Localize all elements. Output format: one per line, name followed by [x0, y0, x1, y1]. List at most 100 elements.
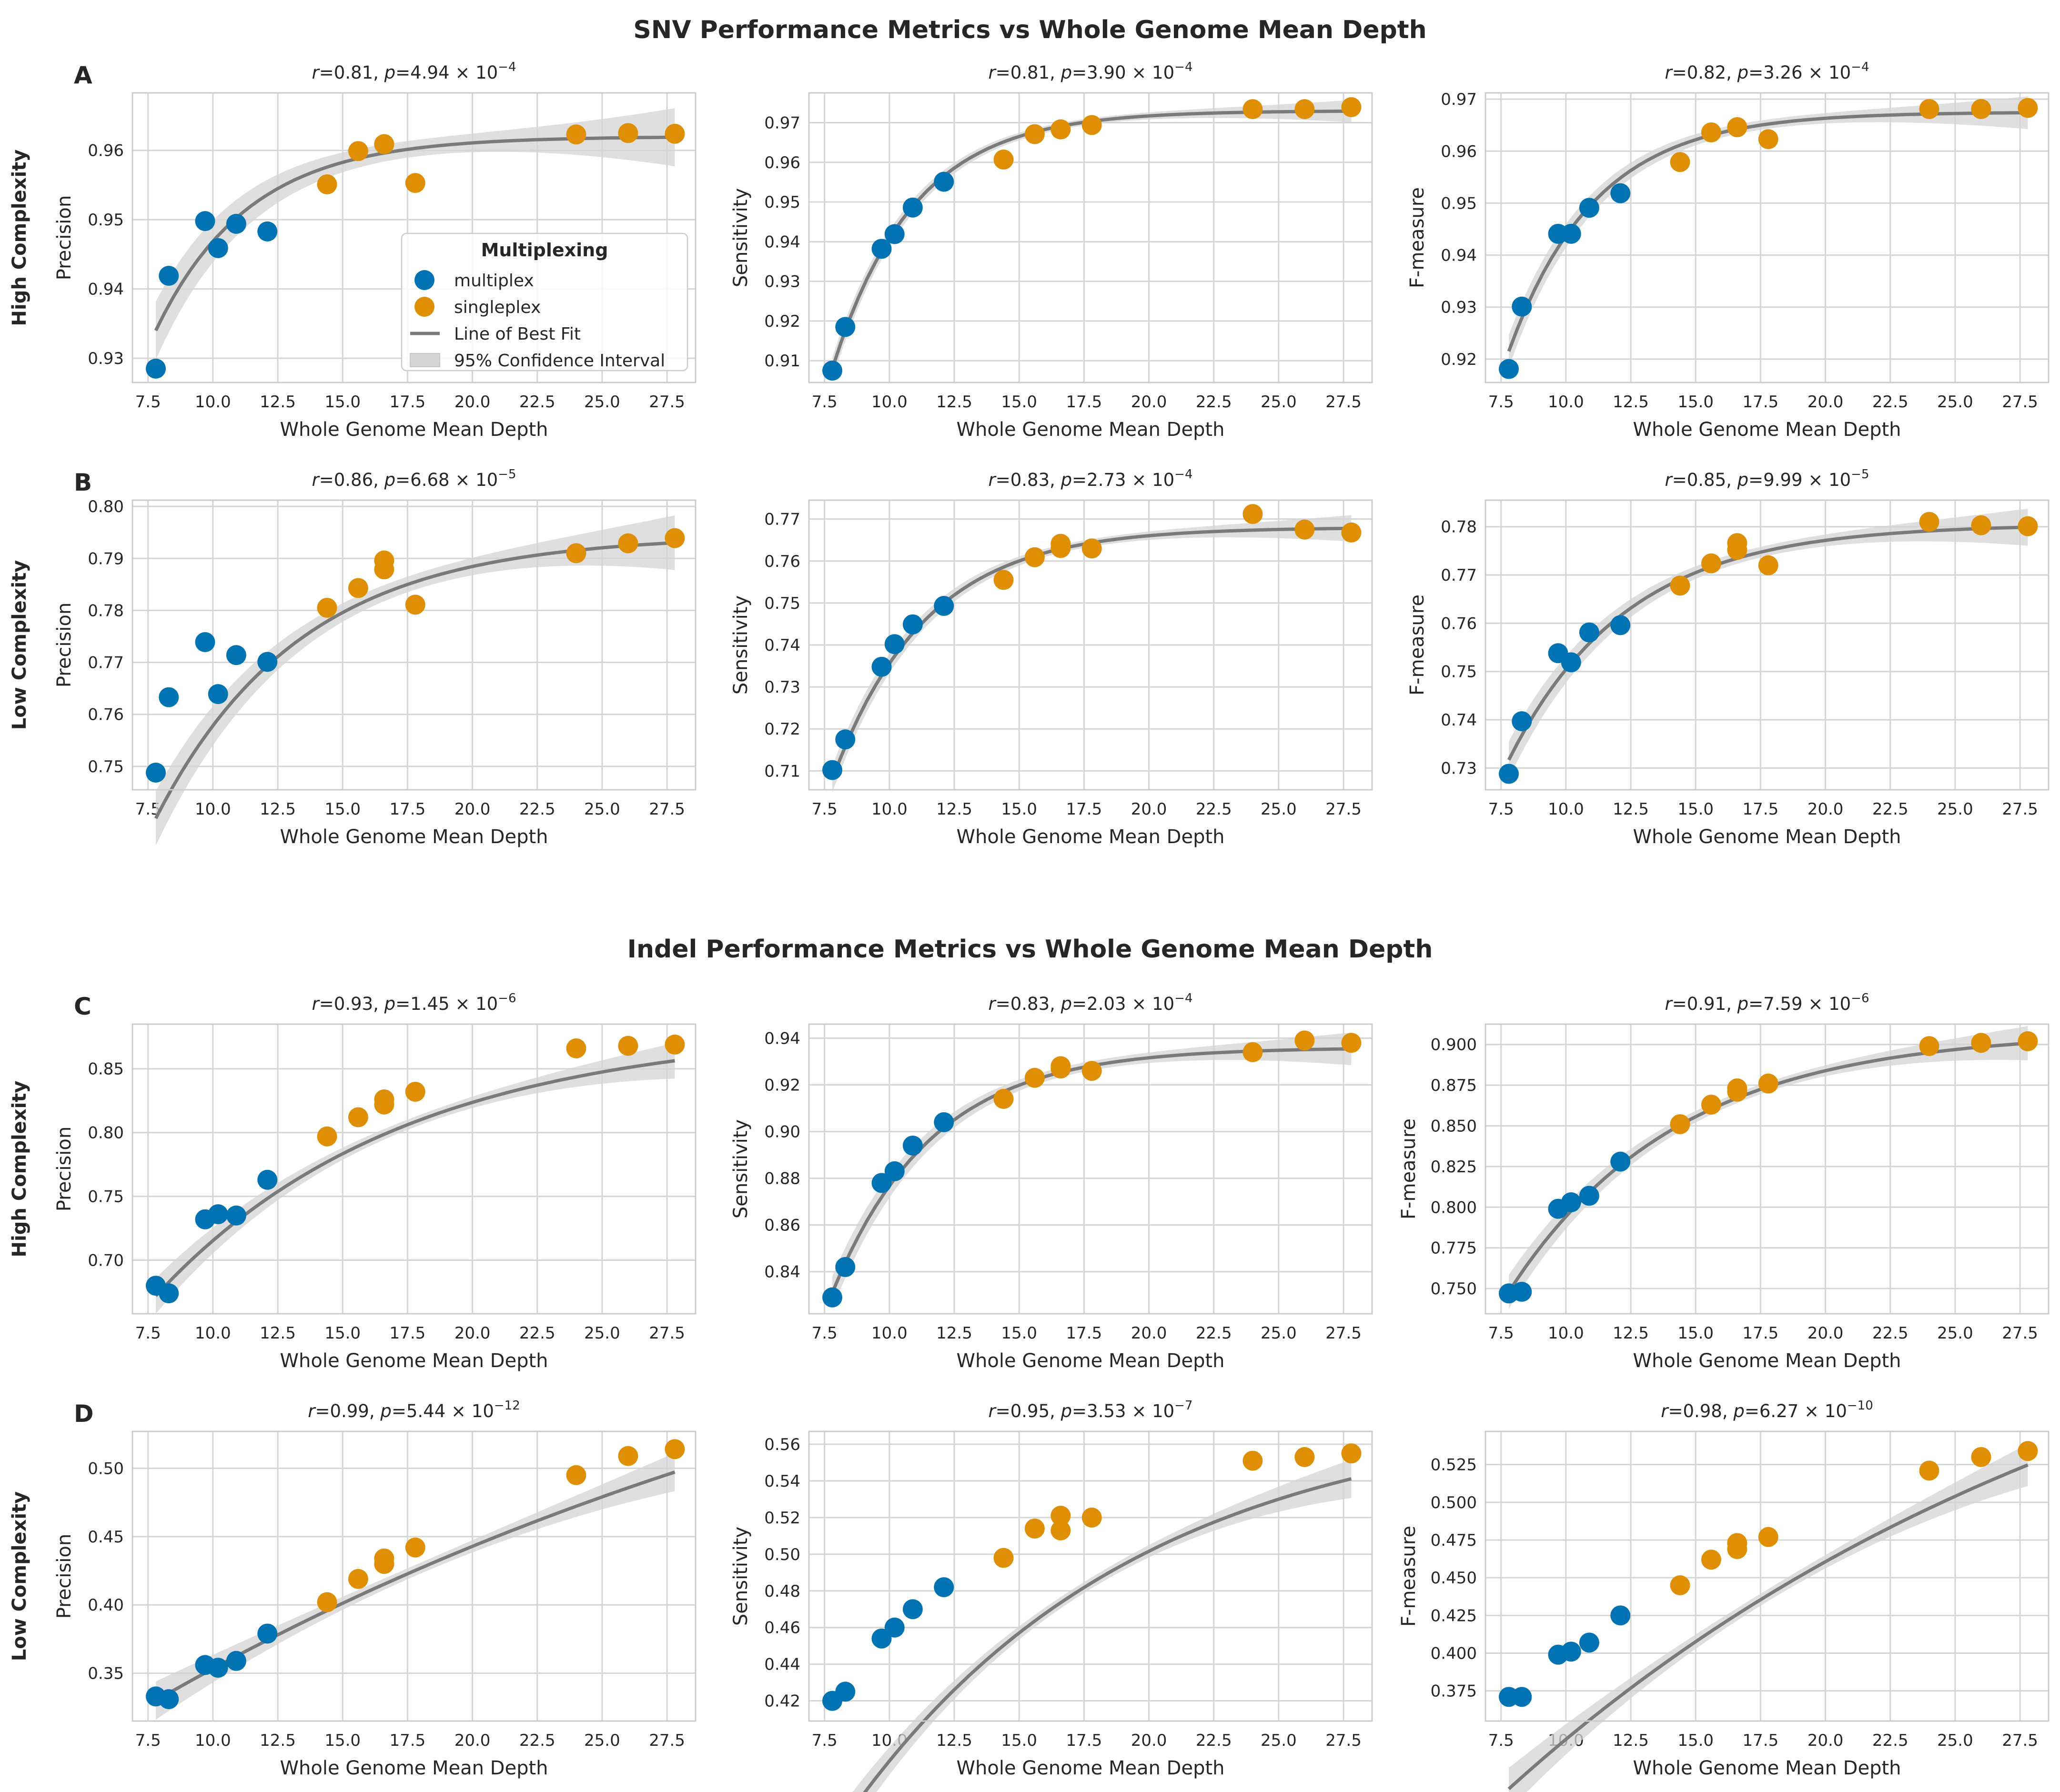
x-tick-label: 15.0: [1001, 1324, 1037, 1343]
multiplex-point: [257, 652, 278, 672]
singleplex-point: [1024, 1067, 1045, 1088]
singleplex-point: [405, 594, 425, 615]
multiplex-point: [884, 1617, 905, 1638]
multiplex-point: [226, 213, 246, 234]
y-tick-label: 0.825: [1431, 1158, 1477, 1177]
singleplex-point: [374, 134, 394, 154]
multiplex-point: [1512, 296, 1532, 317]
singleplex-point: [1971, 515, 1991, 535]
plot-area: [809, 1431, 1372, 1721]
singleplex-point: [374, 550, 394, 571]
x-tick-label: 22.5: [519, 1324, 555, 1343]
x-tick-label: 12.5: [260, 800, 296, 819]
y-tick-label: 0.73: [764, 678, 800, 697]
panel-letter: B: [74, 469, 92, 496]
chart-d-sensitivity: 7.5 10.0 12.5 15.0 17.5 20.0 22.5 25.0 27.50.420…: [730, 1399, 1373, 1792]
singleplex-legend-marker: [414, 297, 434, 317]
multiplex-point: [1561, 223, 1581, 244]
p-exponent: −4: [1174, 991, 1192, 1006]
confidence-band: [1509, 1444, 2028, 1792]
plot-frame: [1484, 92, 2050, 383]
x-tick-label: 25.0: [584, 1731, 620, 1750]
plot-frame: [131, 92, 697, 383]
p-exponent: −12: [494, 1399, 520, 1413]
x-tick-label: 17.5: [1743, 1324, 1779, 1343]
x-tick-label: 15.0: [1677, 800, 1714, 819]
x-tick-label: 22.5: [519, 1731, 555, 1750]
x-tick-label: 27.5: [2002, 800, 2038, 819]
x-tick-label: 27.5: [2002, 1324, 2038, 1343]
singleplex-point: [317, 174, 337, 194]
singleplex-point: [1727, 1533, 1747, 1553]
x-tick-label: 17.5: [390, 1731, 426, 1750]
multiplex-point: [871, 239, 892, 259]
multiplex-point: [226, 1205, 246, 1226]
y-tick-label: 0.850: [1431, 1117, 1477, 1136]
singleplex-point: [1081, 538, 1102, 559]
singleplex-point: [1758, 129, 1778, 150]
y-tick-label: 0.79: [88, 549, 124, 568]
chart-title: r=0.81, p=3.90 × 10−4: [989, 60, 1193, 83]
r-value-number: 0.95: [1010, 1401, 1050, 1421]
plot-frame: [808, 1430, 1373, 1722]
singleplex-point: [618, 123, 638, 143]
x-tick-label: 17.5: [1743, 1731, 1779, 1750]
singleplex-point: [1024, 547, 1045, 567]
y-tick-label: 0.500: [1431, 1493, 1477, 1512]
x-tick-label: 20.0: [1131, 800, 1167, 819]
singleplex-point: [1919, 1036, 1939, 1057]
x-tick-label: 25.0: [1261, 1324, 1297, 1343]
p-mantissa: 2.03: [1087, 994, 1126, 1014]
x-tick-label: 25.0: [1937, 1324, 1973, 1343]
y-tick-label: 0.76: [1441, 614, 1477, 633]
multiplex-legend-marker: [414, 270, 434, 290]
x-axis-label: Whole Genome Mean Depth: [280, 826, 548, 848]
x-tick-label: 22.5: [519, 393, 555, 412]
x-tick-label: 20.0: [1131, 1324, 1167, 1343]
y-tick-label: 0.95: [764, 193, 800, 212]
y-tick-label: 0.94: [88, 280, 124, 299]
x-tick-label: 7.5: [135, 393, 161, 412]
y-tick-label: 0.75: [764, 594, 800, 613]
singleplex-point: [618, 1446, 638, 1466]
r-value: =: [1668, 1401, 1683, 1421]
multiplex-point: [208, 684, 228, 705]
x-axis-label: Whole Genome Mean Depth: [1633, 826, 1901, 848]
r-value-number: 0.81: [334, 62, 373, 83]
indel-section-title: Indel Performance Metrics vs Whole Genom…: [627, 935, 1433, 964]
chart-d-f-measure: 7.510.012.515.017.520.022.525.027.50.375…: [1398, 1399, 2050, 1792]
x-tick-label: 7.5: [812, 1731, 838, 1750]
multiplex-point: [884, 224, 905, 244]
fit-line: [863, 1477, 1352, 1792]
singleplex-point: [1242, 504, 1263, 524]
x-tick-label: 10.0: [1548, 393, 1584, 412]
r-value-number: 0.98: [1683, 1401, 1722, 1421]
y-axis-label: Sensitivity: [730, 1527, 752, 1626]
singleplex-point: [1050, 1056, 1071, 1077]
panel-row-a: A High Complexity 7.5 10.0 12.5 15.0 17.5 20.0 2…: [9, 60, 2050, 441]
singleplex-point: [993, 149, 1014, 170]
singleplex-point: [566, 543, 586, 564]
multiplex-point: [195, 211, 215, 232]
x-tick-label: 27.5: [649, 800, 685, 819]
multiplex-point: [835, 1681, 856, 1702]
y-tick-label: 0.475: [1431, 1531, 1477, 1550]
p-mantissa: 5.44: [406, 1401, 445, 1421]
multiplex-point: [902, 1599, 923, 1620]
x-axis-label: Whole Genome Mean Depth: [956, 1350, 1224, 1372]
multiplex-point: [822, 1287, 843, 1308]
multiplex-point: [159, 1283, 179, 1304]
y-axis-label: F-measure: [1398, 1526, 1420, 1627]
singleplex-point: [2018, 1031, 2038, 1051]
singleplex-point: [1919, 1460, 1939, 1481]
x-tick-label: 15.0: [1677, 1731, 1714, 1750]
y-axis-label: Precision: [53, 195, 75, 280]
singleplex-point: [348, 141, 368, 161]
multiplex-point: [257, 1623, 278, 1644]
x-tick-label: 22.5: [1872, 1731, 1909, 1750]
r-value-number: 0.82: [1687, 62, 1726, 83]
y-tick-label: 0.84: [764, 1263, 800, 1282]
x-tick-label: 25.0: [584, 800, 620, 819]
panel-letter: A: [74, 61, 92, 89]
p-exponent: −4: [1851, 60, 1869, 74]
